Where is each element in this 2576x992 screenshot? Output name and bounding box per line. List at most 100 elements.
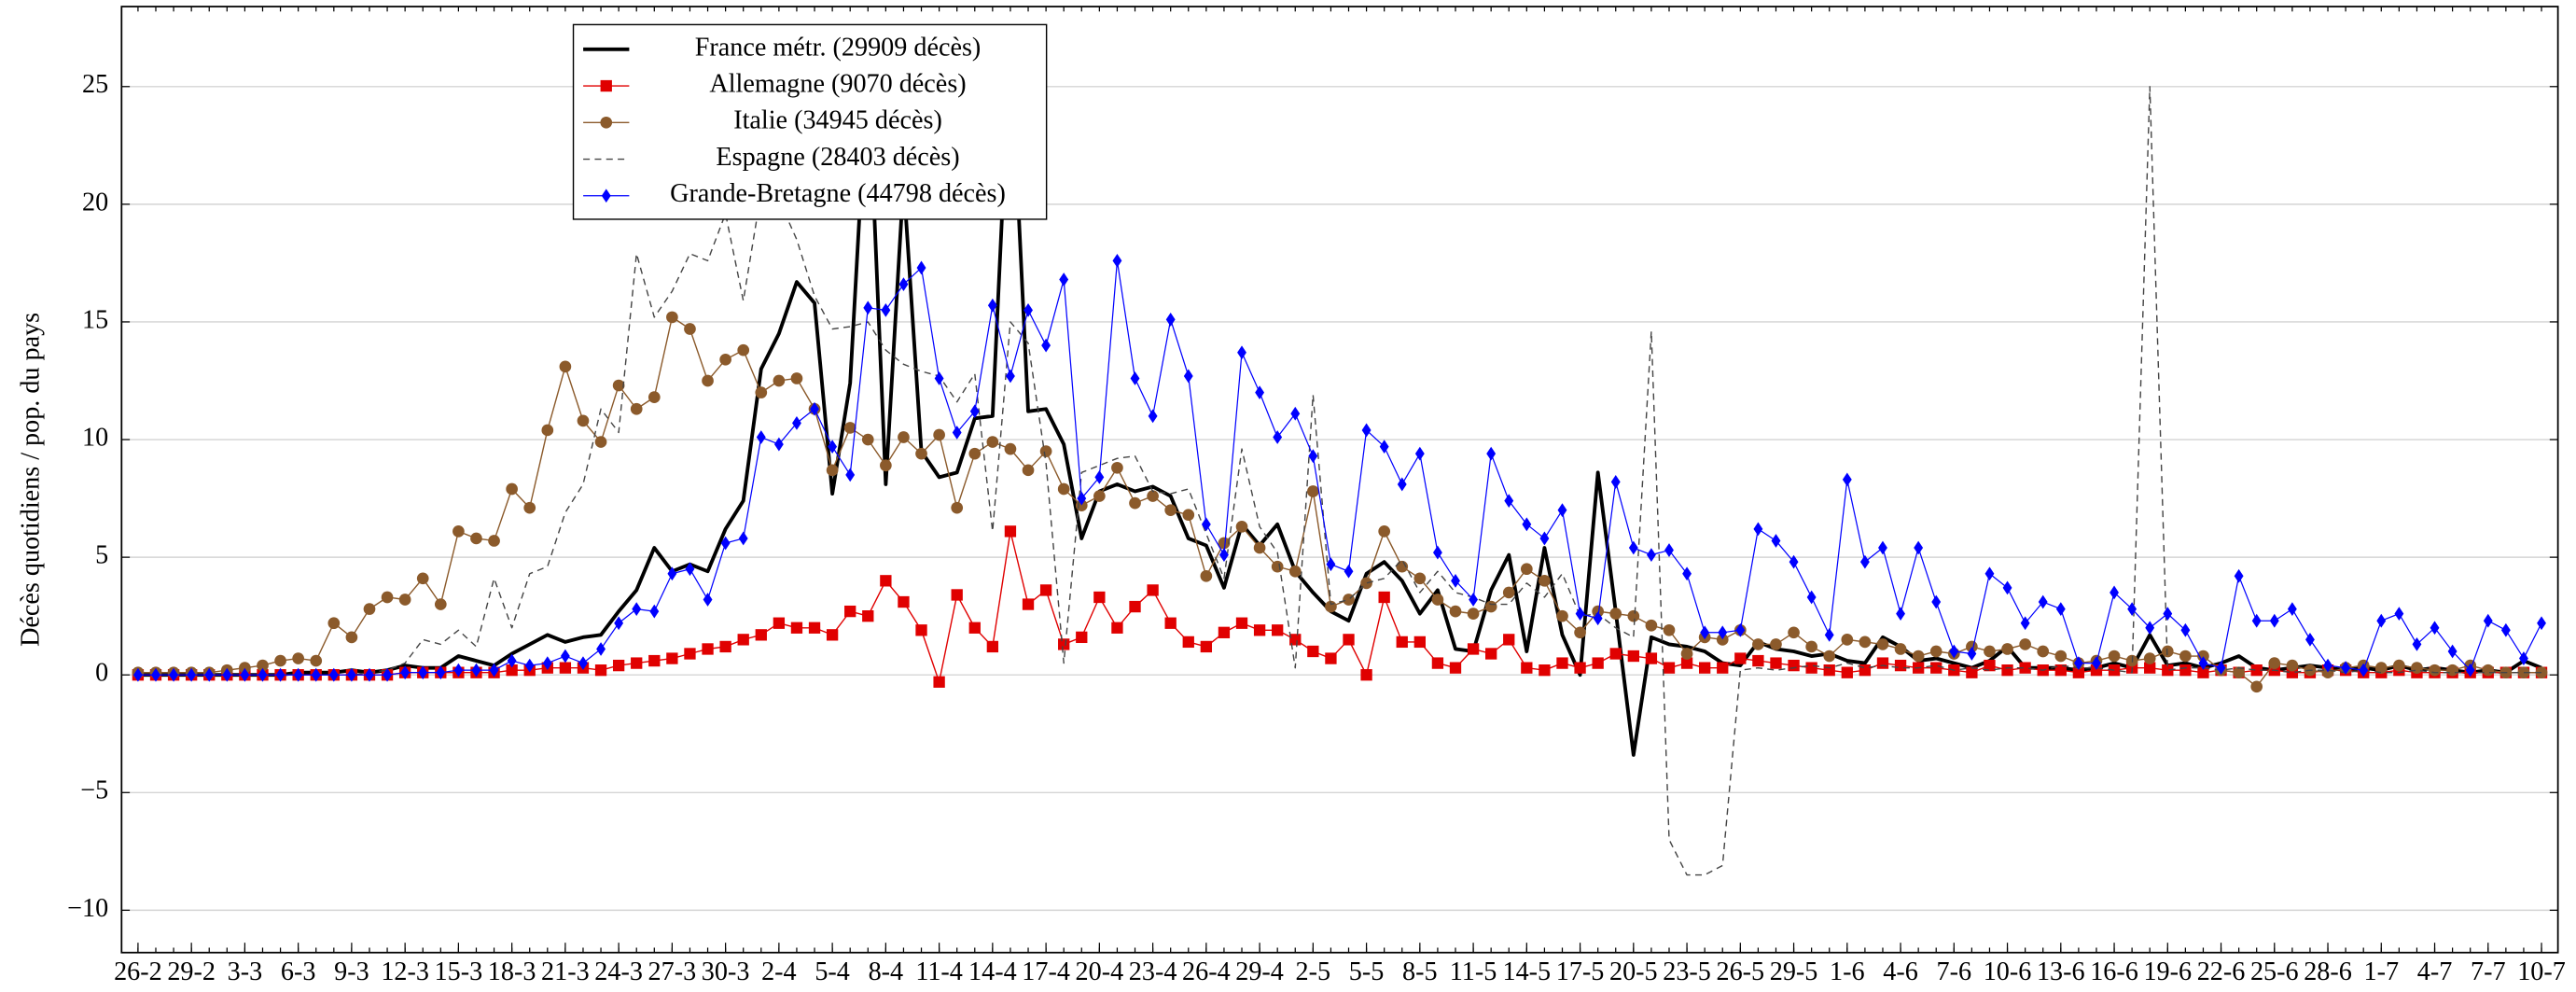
marker <box>1574 626 1586 639</box>
marker <box>916 260 926 275</box>
marker <box>169 667 179 682</box>
marker <box>666 311 678 324</box>
marker <box>702 374 714 387</box>
marker <box>1805 640 1817 653</box>
marker <box>1718 625 1728 640</box>
marker <box>861 433 874 446</box>
marker <box>559 662 572 674</box>
marker <box>1842 472 1852 487</box>
marker <box>470 532 482 545</box>
marker <box>2286 659 2299 672</box>
x-tick-label: 13-6 <box>2037 957 2085 986</box>
marker <box>933 676 945 688</box>
x-tick-label: 27-3 <box>648 957 697 986</box>
marker <box>1413 572 1427 585</box>
marker <box>1539 574 1551 587</box>
marker <box>986 436 999 448</box>
x-tick-label: 24-3 <box>594 957 643 986</box>
marker <box>649 604 660 619</box>
marker <box>275 667 285 682</box>
marker <box>1876 657 1889 669</box>
marker <box>2090 664 2103 677</box>
marker <box>1788 626 1800 639</box>
marker <box>1752 638 1764 650</box>
y-tick-label: 20 <box>82 188 108 217</box>
marker <box>1449 605 1462 618</box>
marker <box>1859 636 1872 649</box>
marker <box>383 667 392 682</box>
marker <box>2054 664 2067 677</box>
marker <box>2465 663 2475 678</box>
marker <box>1343 634 1355 646</box>
marker <box>1344 564 1354 579</box>
marker <box>1645 652 1658 664</box>
marker <box>968 447 982 460</box>
marker <box>612 379 625 392</box>
marker <box>2001 664 2013 677</box>
marker <box>310 654 323 667</box>
marker <box>1502 586 1515 599</box>
marker <box>1467 608 1480 620</box>
marker <box>2020 616 2030 631</box>
marker <box>453 525 465 538</box>
legend-label: Italie (34945 décès) <box>733 106 942 135</box>
marker <box>1485 648 1497 660</box>
marker <box>880 459 892 472</box>
x-tick-label: 17-5 <box>1556 957 1605 986</box>
x-tick-label: 1-6 <box>1830 957 1865 986</box>
marker <box>755 386 768 398</box>
marker <box>1237 345 1246 360</box>
marker <box>1041 338 1051 353</box>
marker <box>2037 645 2050 658</box>
marker <box>1556 657 1568 669</box>
marker <box>2446 664 2458 677</box>
marker <box>1235 520 1248 533</box>
x-tick-label: 16-6 <box>2090 957 2138 986</box>
series-line <box>137 530 2542 683</box>
marker <box>594 664 607 677</box>
x-tick-label: 10-7 <box>2517 957 2566 986</box>
marker <box>2429 664 2441 677</box>
marker <box>2482 664 2495 677</box>
marker <box>987 298 997 313</box>
series-line <box>137 259 2542 676</box>
marker <box>258 667 268 682</box>
marker <box>1734 652 1747 664</box>
marker <box>2038 594 2048 609</box>
x-tick-label: 3-3 <box>228 957 263 986</box>
marker <box>808 622 821 634</box>
marker <box>1378 525 1391 538</box>
marker <box>346 667 356 682</box>
marker <box>1058 638 1070 650</box>
marker <box>1379 440 1389 454</box>
marker <box>2411 662 2423 674</box>
x-tick-label: 9-3 <box>334 957 369 986</box>
marker <box>1753 522 1763 537</box>
marker <box>1966 640 1978 653</box>
marker <box>523 501 536 514</box>
marker <box>2500 622 2511 637</box>
marker <box>810 401 819 416</box>
marker <box>1093 591 1106 604</box>
marker <box>630 402 643 415</box>
marker <box>1290 406 1301 421</box>
marker <box>2535 666 2548 679</box>
x-tick-label: 15-3 <box>435 957 483 986</box>
y-tick-label: 10 <box>82 424 108 453</box>
marker <box>773 374 786 387</box>
marker <box>2321 666 2334 679</box>
marker <box>719 353 731 366</box>
marker <box>1770 638 1782 650</box>
marker <box>132 667 143 682</box>
marker <box>1449 662 1462 674</box>
marker <box>2179 650 2192 663</box>
marker <box>1967 647 1977 661</box>
x-tick-label: 7-7 <box>2471 957 2506 986</box>
marker <box>1521 662 1533 674</box>
marker <box>240 667 250 682</box>
marker <box>600 79 612 92</box>
marker <box>2001 643 2013 655</box>
marker <box>596 642 606 656</box>
marker <box>1360 669 1372 681</box>
marker <box>2376 613 2387 628</box>
